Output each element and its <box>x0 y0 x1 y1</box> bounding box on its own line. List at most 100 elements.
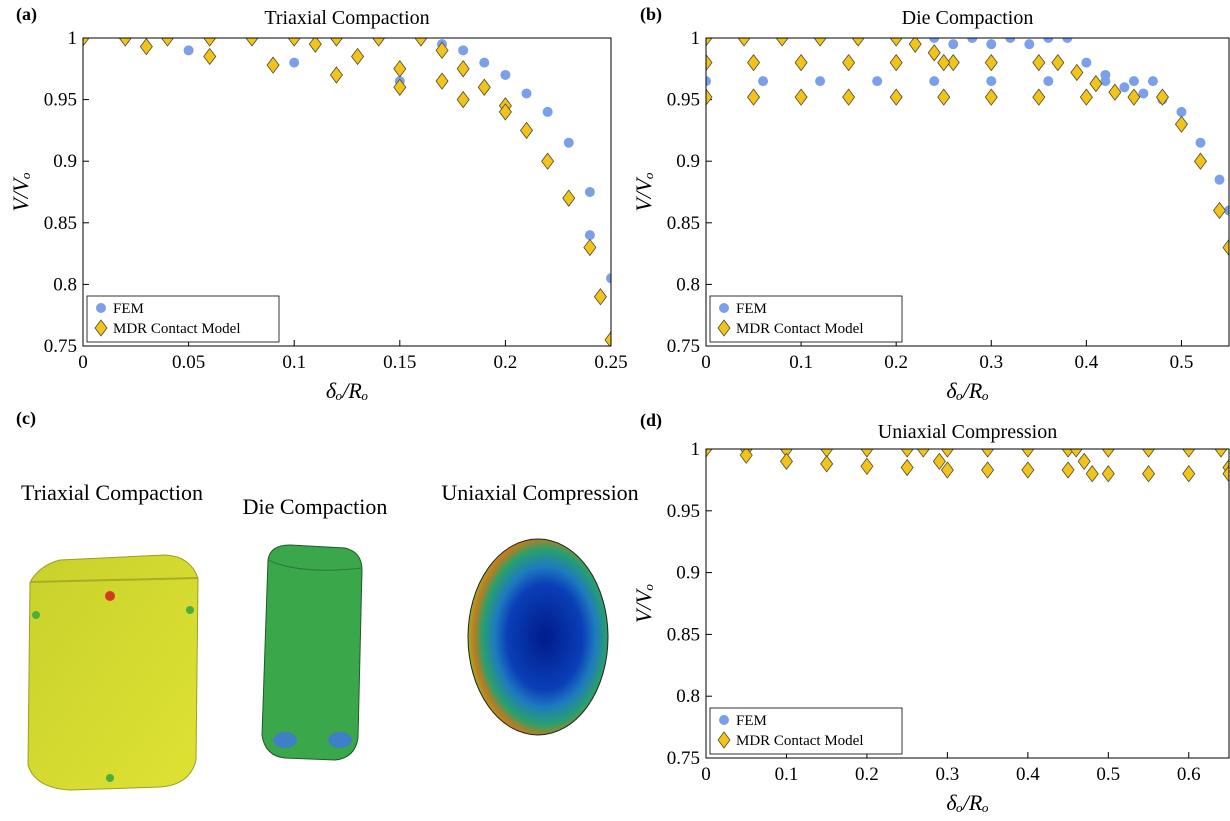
y-tick-label: 0.95 <box>667 501 700 522</box>
diamond-point <box>981 461 995 479</box>
diamond-point <box>900 449 914 458</box>
diamond-point <box>329 66 343 84</box>
circle-point <box>719 303 729 313</box>
circle-point <box>986 39 997 50</box>
diamond-point <box>842 88 856 106</box>
plot-frame <box>82 37 612 347</box>
circle-point <box>521 88 532 99</box>
x-axis-label: δₒ/Rₒ <box>326 378 368 403</box>
diamond-point <box>747 53 761 72</box>
diamond-point <box>1077 452 1091 471</box>
diamond-point <box>1101 449 1115 458</box>
y-tick-label: 0.8 <box>676 686 700 707</box>
diamond-point <box>706 449 713 458</box>
legend-label: FEM <box>113 301 144 317</box>
circle-point <box>986 76 997 87</box>
circle-point <box>1100 69 1111 80</box>
circle-point <box>500 69 511 80</box>
diamond-point <box>932 452 946 471</box>
diamond-point <box>889 53 903 72</box>
legend-label: MDR Contact Model <box>113 321 241 337</box>
x-tick-label: 0.4 <box>1074 352 1098 373</box>
diamond-point <box>1032 53 1046 72</box>
circle-point <box>872 76 883 87</box>
x-tick-label: 0 <box>701 352 711 373</box>
panel-label: (a) <box>16 4 37 25</box>
x-tick-label: 0.3 <box>936 764 960 785</box>
diamond-point <box>456 90 470 109</box>
diamond-point <box>940 449 954 458</box>
y-tick-label: 0.75 <box>667 336 700 357</box>
plot-points <box>83 38 611 346</box>
diamond-point <box>1182 465 1196 483</box>
diamond-point <box>308 38 322 53</box>
diamond-point <box>706 88 713 106</box>
circle-point <box>1043 38 1054 43</box>
circle-point <box>1128 76 1139 87</box>
diamond-point <box>562 189 576 207</box>
diamond-point <box>118 38 132 47</box>
diamond-point <box>1021 461 1035 479</box>
diamond-point <box>916 449 930 458</box>
diamond-point <box>1101 465 1115 483</box>
diamond-point <box>245 38 259 47</box>
diamond-point <box>287 38 301 47</box>
x-tick-label: 0.15 <box>383 352 416 373</box>
y-tick-label: 0.75 <box>44 336 77 357</box>
legend-label: FEM <box>736 713 767 729</box>
circle-point <box>183 45 194 56</box>
circle-point <box>1147 76 1158 87</box>
y-tick-label: 0.95 <box>667 90 700 111</box>
diamond-point <box>1174 115 1188 133</box>
legend: FEM MDR Contact Model <box>709 707 903 755</box>
caption: Die Compaction <box>243 494 388 519</box>
diamond-point <box>1085 465 1099 483</box>
diamond-point <box>1032 88 1046 106</box>
x-tick-label: 0.2 <box>884 352 908 373</box>
diamond-point <box>937 88 951 106</box>
circle-point <box>1138 88 1149 99</box>
diamond-point <box>900 458 914 477</box>
circle-point <box>96 303 106 313</box>
diamond-point <box>775 38 789 47</box>
diamond-point <box>329 38 343 47</box>
y-tick-label: 0.8 <box>53 274 77 295</box>
circle-point <box>1005 38 1016 43</box>
diamond-point <box>984 88 998 106</box>
diamond-point <box>139 38 153 56</box>
diamond-point <box>1061 461 1075 479</box>
y-tick-label: 1 <box>68 28 78 49</box>
y-tick-label: 0.9 <box>676 563 700 584</box>
circle-point <box>1119 82 1130 93</box>
diamond-point <box>593 288 607 306</box>
diamond-point <box>393 78 407 96</box>
diamond-point <box>435 72 449 90</box>
x-tick-label: 0.5 <box>1170 352 1194 373</box>
diamond-point <box>739 449 753 464</box>
diamond-point <box>820 455 834 473</box>
diamond-point <box>706 53 713 72</box>
y-tick-label: 0.95 <box>44 90 77 111</box>
circle-point <box>479 57 490 68</box>
circle-point <box>758 76 769 87</box>
y-tick-label: 0.85 <box>44 213 77 234</box>
panel-label: (c) <box>16 408 36 429</box>
diamond-point <box>1214 449 1228 458</box>
diamond-point <box>860 457 874 475</box>
circle-point <box>606 273 611 284</box>
x-tick-label: 0.1 <box>282 352 306 373</box>
y-tick-label: 0.9 <box>676 151 700 172</box>
legend-label: MDR Contact Model <box>736 321 864 337</box>
y-tick-label: 1 <box>691 439 701 460</box>
diamond-point <box>351 47 365 66</box>
diamond-point <box>372 38 386 47</box>
diamond-point <box>1089 74 1103 93</box>
circle-point <box>1043 76 1054 87</box>
diamond-point <box>203 38 217 47</box>
diamond-point <box>604 331 611 346</box>
x-tick-label: 0.2 <box>855 764 879 785</box>
diamond-point <box>851 38 865 47</box>
diamond-point <box>1142 449 1156 458</box>
diamond-point <box>1108 83 1122 101</box>
x-tick-label: 0.25 <box>594 352 627 373</box>
